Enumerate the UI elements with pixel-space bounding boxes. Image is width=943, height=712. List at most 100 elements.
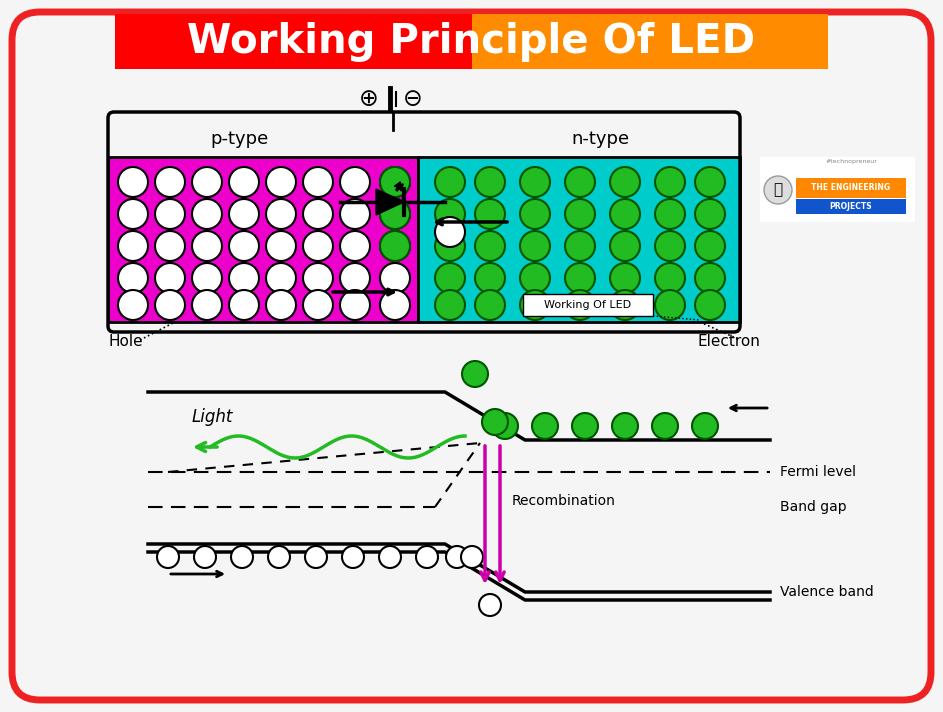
- Circle shape: [695, 290, 725, 320]
- Circle shape: [572, 413, 598, 439]
- Circle shape: [229, 199, 259, 229]
- Circle shape: [155, 199, 185, 229]
- Circle shape: [229, 263, 259, 293]
- Circle shape: [266, 167, 296, 197]
- Circle shape: [652, 413, 678, 439]
- Circle shape: [380, 167, 410, 197]
- Circle shape: [155, 231, 185, 261]
- Circle shape: [520, 167, 550, 197]
- Circle shape: [610, 263, 640, 293]
- Circle shape: [155, 167, 185, 197]
- Text: Fermi level: Fermi level: [780, 465, 856, 479]
- Circle shape: [520, 231, 550, 261]
- Circle shape: [764, 176, 792, 204]
- Circle shape: [192, 290, 222, 320]
- Circle shape: [435, 231, 465, 261]
- Circle shape: [266, 199, 296, 229]
- Circle shape: [475, 263, 505, 293]
- Circle shape: [435, 199, 465, 229]
- Circle shape: [266, 231, 296, 261]
- Circle shape: [155, 263, 185, 293]
- Circle shape: [475, 231, 505, 261]
- Text: n-type: n-type: [571, 130, 629, 148]
- Circle shape: [610, 199, 640, 229]
- Circle shape: [435, 263, 465, 293]
- Circle shape: [340, 263, 370, 293]
- Text: Valence band: Valence band: [780, 585, 874, 599]
- Circle shape: [118, 290, 148, 320]
- Bar: [472, 14, 828, 69]
- Circle shape: [229, 167, 259, 197]
- Bar: [523, 294, 653, 316]
- Circle shape: [475, 199, 505, 229]
- Circle shape: [340, 199, 370, 229]
- Circle shape: [192, 167, 222, 197]
- Text: Recombination: Recombination: [512, 494, 616, 508]
- Circle shape: [266, 290, 296, 320]
- Circle shape: [475, 167, 505, 197]
- Circle shape: [303, 290, 333, 320]
- Circle shape: [461, 546, 483, 568]
- Circle shape: [565, 231, 595, 261]
- Bar: [418, 157, 740, 322]
- Circle shape: [475, 290, 505, 320]
- Circle shape: [695, 231, 725, 261]
- Circle shape: [118, 263, 148, 293]
- Text: #technopreneur: #technopreneur: [825, 159, 877, 164]
- Circle shape: [303, 263, 333, 293]
- Circle shape: [303, 167, 333, 197]
- Circle shape: [380, 199, 410, 229]
- Circle shape: [520, 199, 550, 229]
- Circle shape: [305, 546, 327, 568]
- Circle shape: [303, 231, 333, 261]
- Circle shape: [379, 546, 401, 568]
- Circle shape: [695, 263, 725, 293]
- Circle shape: [655, 290, 685, 320]
- Circle shape: [340, 167, 370, 197]
- Bar: [796, 178, 906, 198]
- Text: Electron: Electron: [697, 335, 760, 350]
- Circle shape: [192, 231, 222, 261]
- Circle shape: [695, 167, 725, 197]
- Text: $\ominus$: $\ominus$: [402, 87, 422, 111]
- Circle shape: [446, 546, 468, 568]
- Circle shape: [479, 594, 501, 616]
- Circle shape: [231, 546, 253, 568]
- Text: $\oplus$: $\oplus$: [358, 87, 378, 111]
- Circle shape: [192, 199, 222, 229]
- Circle shape: [380, 290, 410, 320]
- Circle shape: [155, 290, 185, 320]
- Circle shape: [435, 290, 465, 320]
- Circle shape: [655, 167, 685, 197]
- Circle shape: [342, 546, 364, 568]
- Circle shape: [380, 199, 410, 229]
- Circle shape: [340, 231, 370, 261]
- Circle shape: [435, 167, 465, 197]
- Circle shape: [380, 231, 410, 261]
- Circle shape: [655, 199, 685, 229]
- Circle shape: [380, 167, 410, 197]
- Circle shape: [520, 290, 550, 320]
- Circle shape: [695, 199, 725, 229]
- Circle shape: [612, 413, 638, 439]
- Circle shape: [492, 413, 518, 439]
- Circle shape: [157, 546, 179, 568]
- Text: Hole: Hole: [108, 335, 142, 350]
- Circle shape: [118, 167, 148, 197]
- Circle shape: [655, 231, 685, 261]
- Polygon shape: [376, 189, 404, 215]
- Bar: [760, 157, 915, 222]
- Circle shape: [565, 263, 595, 293]
- Circle shape: [610, 231, 640, 261]
- Text: Light: Light: [192, 408, 233, 426]
- Circle shape: [266, 263, 296, 293]
- Circle shape: [655, 263, 685, 293]
- Bar: [115, 14, 472, 69]
- Circle shape: [229, 290, 259, 320]
- Circle shape: [340, 290, 370, 320]
- Circle shape: [303, 199, 333, 229]
- Circle shape: [118, 231, 148, 261]
- Circle shape: [482, 409, 508, 435]
- Circle shape: [462, 361, 488, 387]
- Text: Working Of LED: Working Of LED: [544, 300, 632, 310]
